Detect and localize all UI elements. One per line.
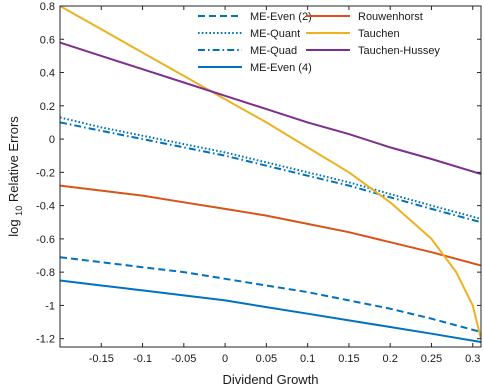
legend-label-me-even-2: ME-Even (2) bbox=[250, 11, 312, 23]
y-tick-label: 0 bbox=[49, 134, 55, 146]
legend-label-me-quant: ME-Quant bbox=[250, 28, 300, 40]
x-tick-label: 0.3 bbox=[465, 353, 480, 365]
legend-label-tauchen: Tauchen bbox=[358, 28, 400, 40]
series-line-me-even-4 bbox=[60, 279, 481, 343]
series-line-me-quad bbox=[60, 121, 481, 224]
y-tick-label: 0.2 bbox=[40, 101, 55, 113]
series-line-tauchen-hussey bbox=[60, 41, 481, 175]
x-tick-label: -0.05 bbox=[171, 353, 196, 365]
y-axis-label: log 10 Relative Errors bbox=[6, 116, 25, 237]
x-tick-label: -0.15 bbox=[89, 353, 114, 365]
y-axis-label-rest: Relative Errors bbox=[6, 116, 21, 202]
y-tick-label: -0.8 bbox=[36, 267, 55, 279]
series-line-rouwenhorst bbox=[60, 184, 481, 267]
legend-label-me-quad: ME-Quad bbox=[250, 45, 297, 57]
y-tick-label: 0.4 bbox=[40, 68, 55, 80]
x-tick-label: -0.1 bbox=[133, 353, 152, 365]
x-tick-label: 0 bbox=[222, 353, 228, 365]
axes-layer: -0.15 -0.1 -0.05 0 0.05 0.1 0.15 0.2 0.25 0.3 0.8 0… bbox=[36, 1, 482, 365]
y-tick-label: -1 bbox=[45, 300, 55, 312]
x-tick-label: 0.05 bbox=[256, 353, 277, 365]
legend-label-me-even-4: ME-Even (4) bbox=[250, 62, 312, 74]
y-tick-label: -1.2 bbox=[36, 334, 55, 346]
y-tick-label: 0.6 bbox=[40, 34, 55, 46]
series-line-me-even-2 bbox=[60, 256, 481, 333]
plot-background bbox=[60, 6, 481, 347]
y-tick-label: -0.6 bbox=[36, 234, 55, 246]
y-tick-label: 0.8 bbox=[40, 1, 55, 13]
legend-label-tauchen-hussey: Tauchen-Hussey bbox=[358, 45, 440, 57]
x-tick-label: 0.15 bbox=[338, 353, 359, 365]
series-layer bbox=[60, 6, 481, 343]
series-line-tauchen bbox=[60, 6, 481, 339]
y-axis-label-main: log bbox=[6, 219, 21, 236]
x-axis-label: Dividend Growth bbox=[222, 372, 318, 387]
legend: ME-Even (2) ME-Quant ME-Quad ME-Even (4) Rou… bbox=[198, 11, 440, 74]
x-tick-label: 0.2 bbox=[383, 353, 398, 365]
plot-frame bbox=[59, 5, 482, 348]
plot-area bbox=[60, 6, 481, 347]
x-tick-label: 0.1 bbox=[300, 353, 315, 365]
x-tick-label: 0.25 bbox=[421, 353, 442, 365]
legend-label-rouwenhorst: Rouwenhorst bbox=[358, 11, 423, 23]
series-group bbox=[60, 6, 481, 343]
y-axis-label-sub: 10 bbox=[14, 206, 24, 216]
y-tick-label: -0.2 bbox=[36, 167, 55, 179]
y-tick-label: -0.4 bbox=[36, 201, 55, 213]
